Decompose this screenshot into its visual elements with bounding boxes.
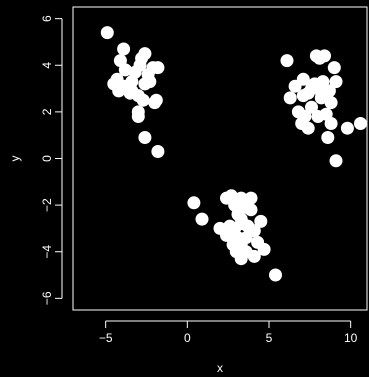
data-point (136, 93, 150, 107)
data-point (329, 154, 343, 168)
data-point (305, 82, 318, 96)
data-point (340, 121, 354, 135)
y-axis-title: y (8, 156, 22, 162)
x-axis-title: x (217, 361, 223, 375)
y-tick-label: 6 (40, 15, 54, 22)
data-point (187, 196, 201, 210)
data-point (100, 26, 114, 40)
y-axis-ticks: −6 −4 −2 0 2 4 6 (40, 15, 62, 305)
data-point (324, 117, 338, 130)
data-point (257, 242, 271, 256)
data-point (324, 96, 338, 110)
data-point (269, 268, 282, 282)
data-point (125, 84, 139, 98)
data-point (138, 47, 152, 61)
data-point (327, 61, 341, 75)
data-point (321, 131, 335, 144)
y-tick-label: 0 (40, 155, 54, 162)
x-axis-ticks: −5 0 5 10 (99, 321, 358, 345)
data-point (113, 54, 127, 68)
data-point (288, 79, 302, 93)
data-point (329, 75, 343, 89)
data-point (138, 131, 152, 144)
data-point (112, 84, 126, 98)
data-point (283, 91, 297, 105)
data-point (148, 96, 162, 110)
y-tick-label: −4 (40, 245, 54, 259)
data-point (117, 42, 131, 56)
y-tick-label: 2 (40, 108, 54, 115)
data-point (151, 145, 165, 158)
y-tick-label: −6 (40, 291, 54, 305)
data-point (133, 58, 147, 72)
x-tick-label: 10 (344, 331, 358, 345)
data-point (244, 191, 258, 205)
data-point (305, 100, 318, 114)
data-point (254, 214, 268, 228)
data-point (280, 54, 294, 68)
data-point (354, 117, 367, 130)
data-points (100, 26, 367, 282)
data-point (247, 249, 261, 263)
data-point (236, 217, 250, 231)
data-point (301, 121, 315, 135)
data-point (234, 252, 248, 266)
x-tick-label: 0 (184, 331, 191, 345)
data-point (131, 110, 145, 123)
x-tick-label: 5 (266, 331, 273, 345)
data-point (244, 203, 258, 217)
x-tick-label: −5 (99, 331, 113, 345)
y-tick-label: 4 (40, 62, 54, 69)
data-point (143, 75, 157, 89)
plot-frame (72, 6, 368, 311)
data-point (313, 51, 327, 65)
data-point (151, 61, 165, 75)
data-point (195, 212, 209, 226)
y-tick-label: −2 (40, 198, 54, 212)
